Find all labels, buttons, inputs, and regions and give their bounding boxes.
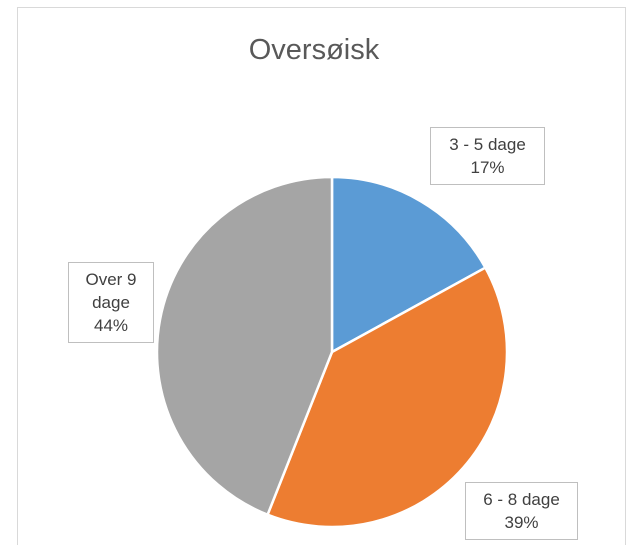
- callout-category: 6 - 8 dage: [483, 490, 560, 509]
- chart-frame: [17, 7, 626, 545]
- chart-title: Oversøisk: [248, 34, 380, 66]
- callout-value: 17%: [470, 158, 505, 177]
- callout-category: Over 9 dage: [85, 270, 137, 312]
- callout-value: 44%: [93, 316, 129, 335]
- pie-slice: [265, 265, 509, 529]
- callout-category: 3 - 5 dage: [449, 135, 526, 154]
- data-callout: Over 9 dage 44%: [68, 262, 154, 343]
- callout-value: 39%: [504, 513, 539, 532]
- data-callout: 3 - 5 dage 17%: [430, 127, 545, 185]
- pie-slice: [330, 175, 488, 355]
- pie-slice: [155, 175, 334, 517]
- data-callout: 6 - 8 dage 39%: [465, 482, 578, 540]
